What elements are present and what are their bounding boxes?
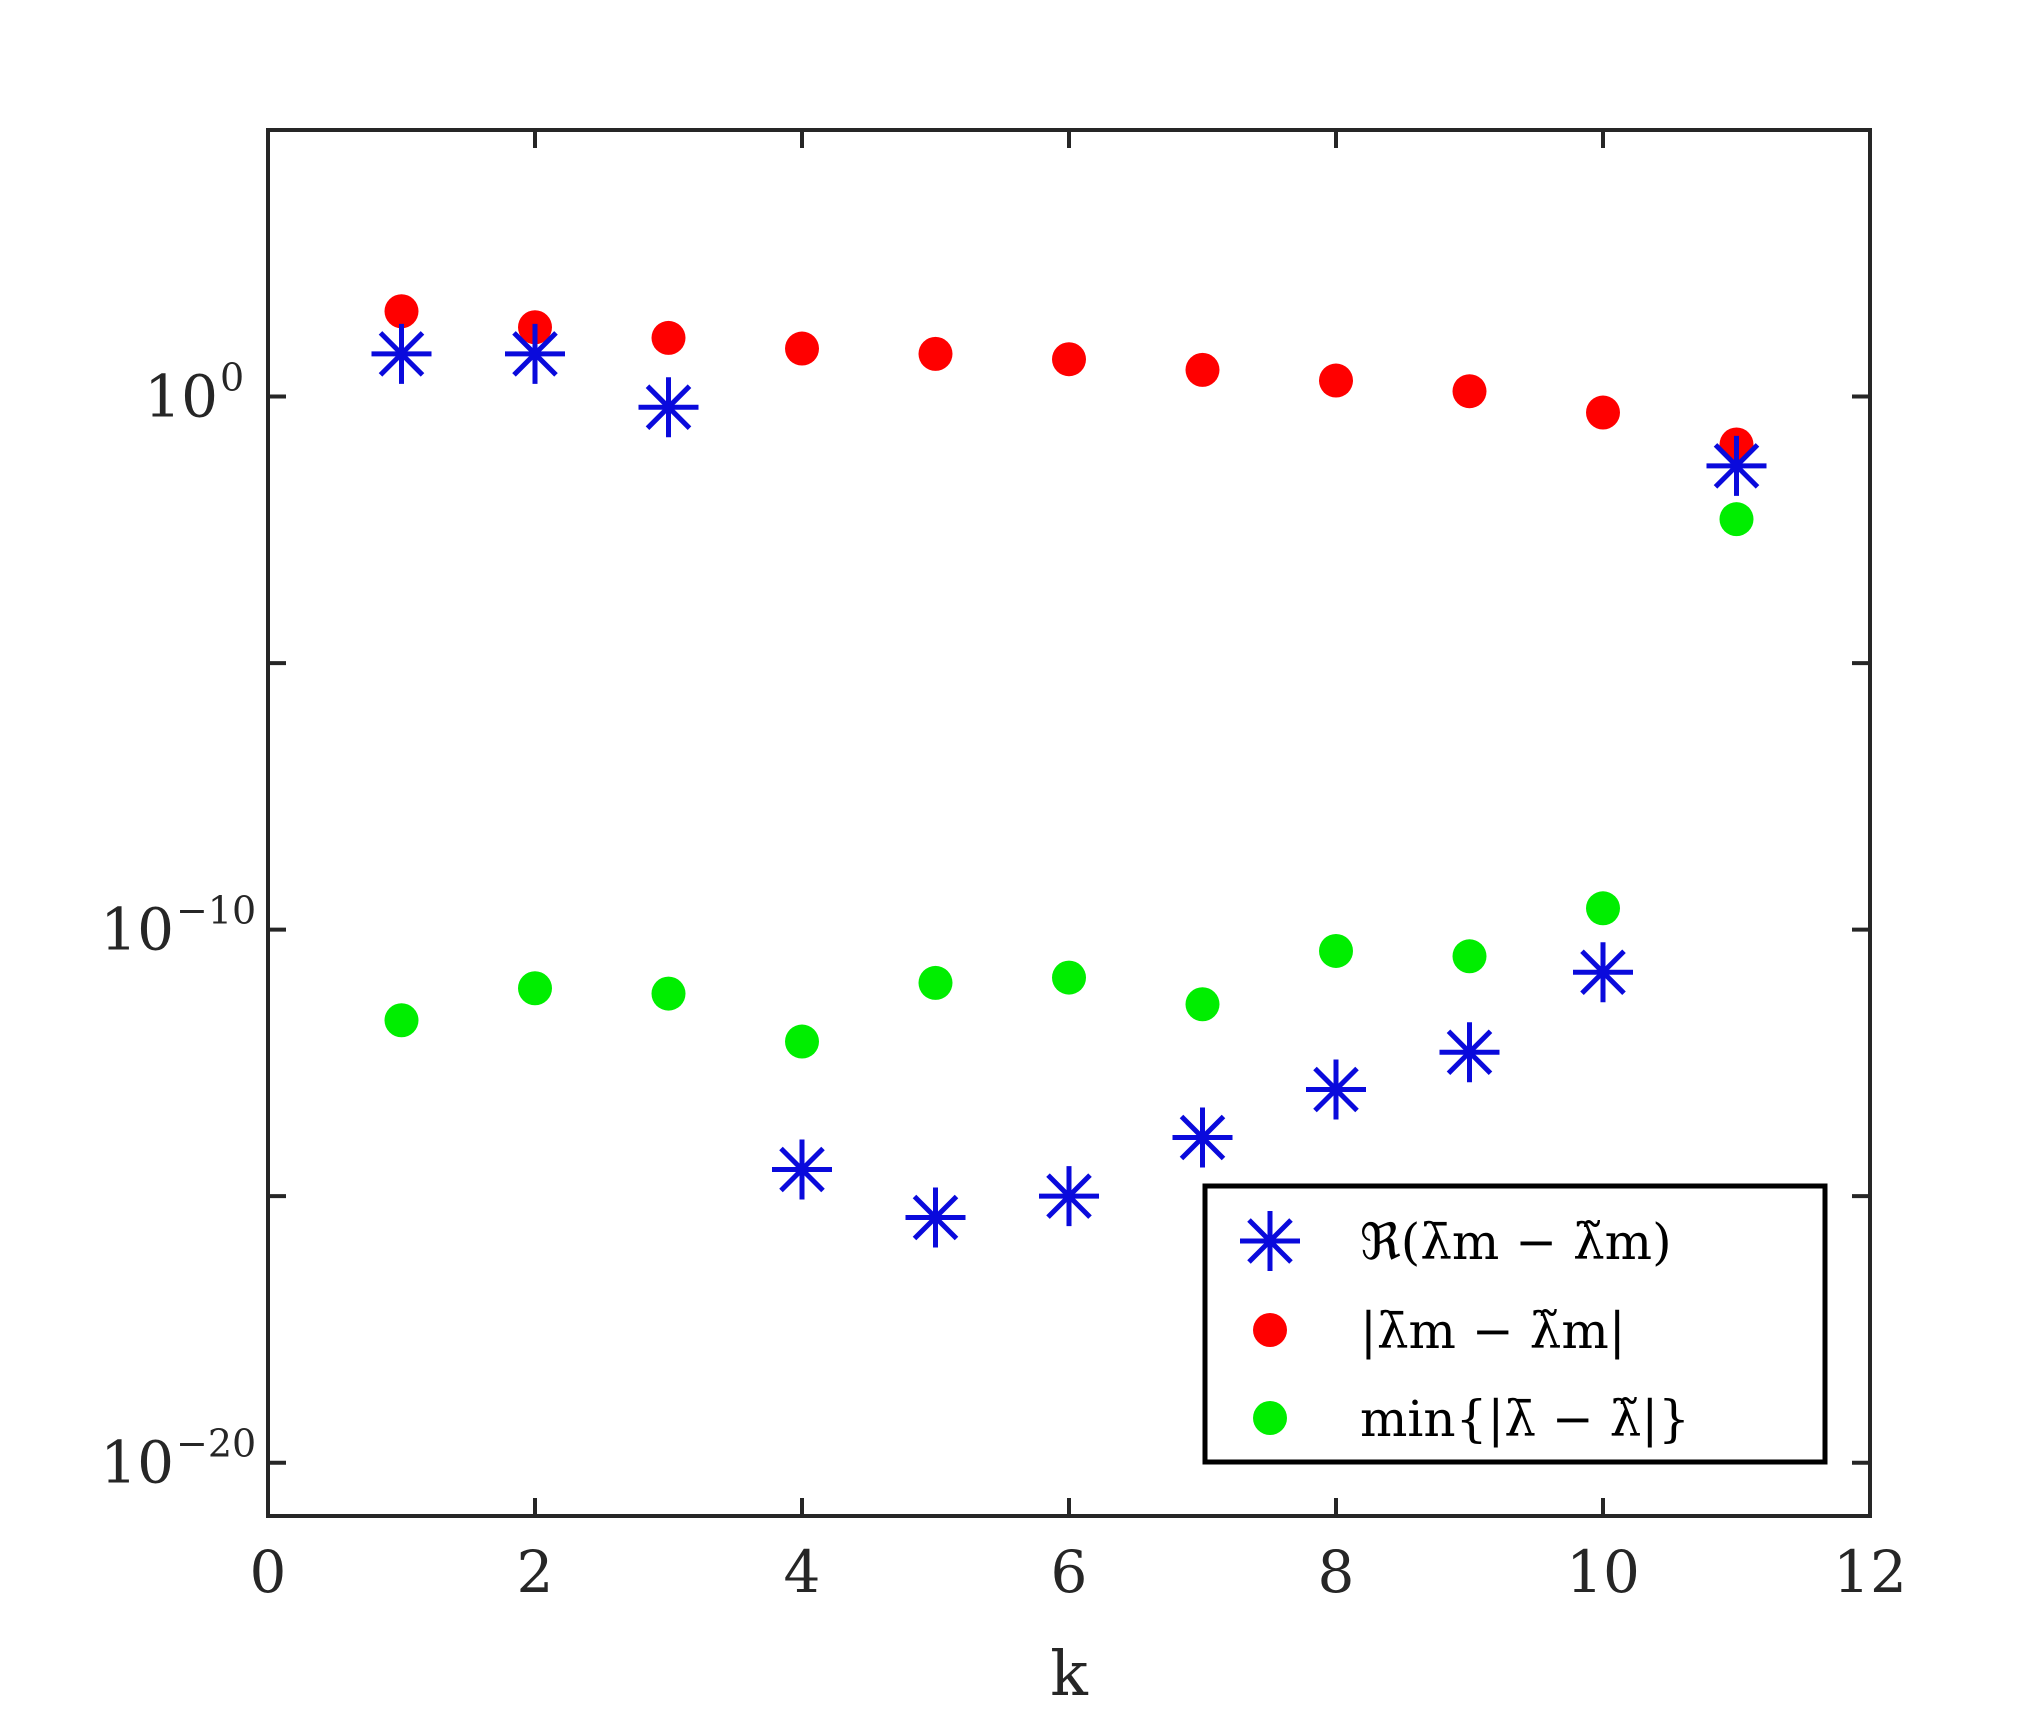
y-tick-label-exponent: −10 (176, 889, 256, 933)
data-point (1185, 352, 1220, 387)
data-marks (371, 294, 1767, 1248)
data-point-asterisk (505, 323, 565, 384)
data-point-asterisk (772, 1139, 832, 1200)
data-point (918, 965, 953, 1000)
data-point (1052, 960, 1086, 995)
data-point (785, 331, 819, 366)
data-point-asterisk (1706, 435, 1767, 496)
data-point (1052, 342, 1086, 377)
data-point (1586, 395, 1620, 430)
data-point (518, 971, 552, 1006)
data-point (1452, 939, 1487, 974)
data-point (1719, 502, 1754, 537)
y-tick-label: 10 −10 (100, 889, 256, 964)
legend: ℜ(λ̄m − λ̃m) |λ̄m − λ̃m| min{|λ̄ − λ̃|} (1202, 1183, 1828, 1465)
x-tick-label: 0 (250, 1538, 287, 1606)
data-point (1319, 933, 1353, 968)
data-point-asterisk (1039, 1166, 1099, 1227)
y-tick-label-exponent: 0 (220, 356, 244, 400)
legend-box (1202, 1183, 1828, 1465)
legend-entry-abs-diff: |λ̄m − λ̃m| (1253, 1302, 1626, 1360)
data-point-asterisk (905, 1187, 966, 1248)
x-tick-label: 12 (1833, 1538, 1907, 1606)
data-point (1586, 891, 1620, 926)
x-tick-label: 6 (1051, 1538, 1088, 1606)
data-point-asterisk (371, 323, 432, 384)
x-axis-title: k (1050, 1637, 1088, 1710)
y-tick-label-base: 10 (100, 896, 174, 964)
x-tick-label: 2 (517, 1538, 554, 1606)
legend-label-real-part: ℜ(λ̄m − λ̃m) (1360, 1213, 1672, 1271)
legend-label-abs-diff: |λ̄m − λ̃m| (1360, 1302, 1626, 1360)
data-point-asterisk (1172, 1107, 1233, 1168)
legend-entry-real-part: ℜ(λ̄m − λ̃m) (1240, 1211, 1672, 1271)
data-point-asterisk (1573, 942, 1633, 1003)
y-tick-label: 10 −20 (100, 1422, 256, 1497)
y-tick-label-base: 10 (144, 363, 218, 431)
data-point (1319, 363, 1353, 398)
data-point (1185, 987, 1220, 1022)
x-tick-label: 8 (1318, 1538, 1355, 1606)
data-point (918, 336, 953, 371)
x-tick-label: 4 (784, 1538, 821, 1606)
legend-green-circle-icon (1253, 1401, 1287, 1435)
y-tick-label: 10 0 (144, 356, 244, 431)
legend-entry-min-diff: min{|λ̄ − λ̃|} (1253, 1390, 1690, 1448)
x-tick-label: 10 (1566, 1538, 1640, 1606)
legend-red-circle-icon (1253, 1313, 1287, 1347)
y-tick-label-base: 10 (100, 1429, 174, 1497)
axis-ticks (266, 130, 1872, 1516)
legend-label-min-diff: min{|λ̄ − λ̃|} (1360, 1390, 1690, 1448)
data-point (785, 1024, 819, 1059)
data-point (651, 976, 686, 1011)
data-point (384, 1003, 419, 1038)
x-tick-labels: 0 2 4 6 8 10 12 (250, 1538, 1907, 1606)
legend-asterisk-icon (1240, 1211, 1300, 1271)
data-point (384, 294, 419, 329)
data-point (651, 320, 686, 355)
y-tick-label-exponent: −20 (176, 1422, 256, 1466)
data-point (1452, 374, 1487, 409)
data-point-asterisk (1439, 1022, 1500, 1083)
data-point-asterisk (638, 377, 699, 438)
data-point-asterisk (1306, 1059, 1366, 1120)
